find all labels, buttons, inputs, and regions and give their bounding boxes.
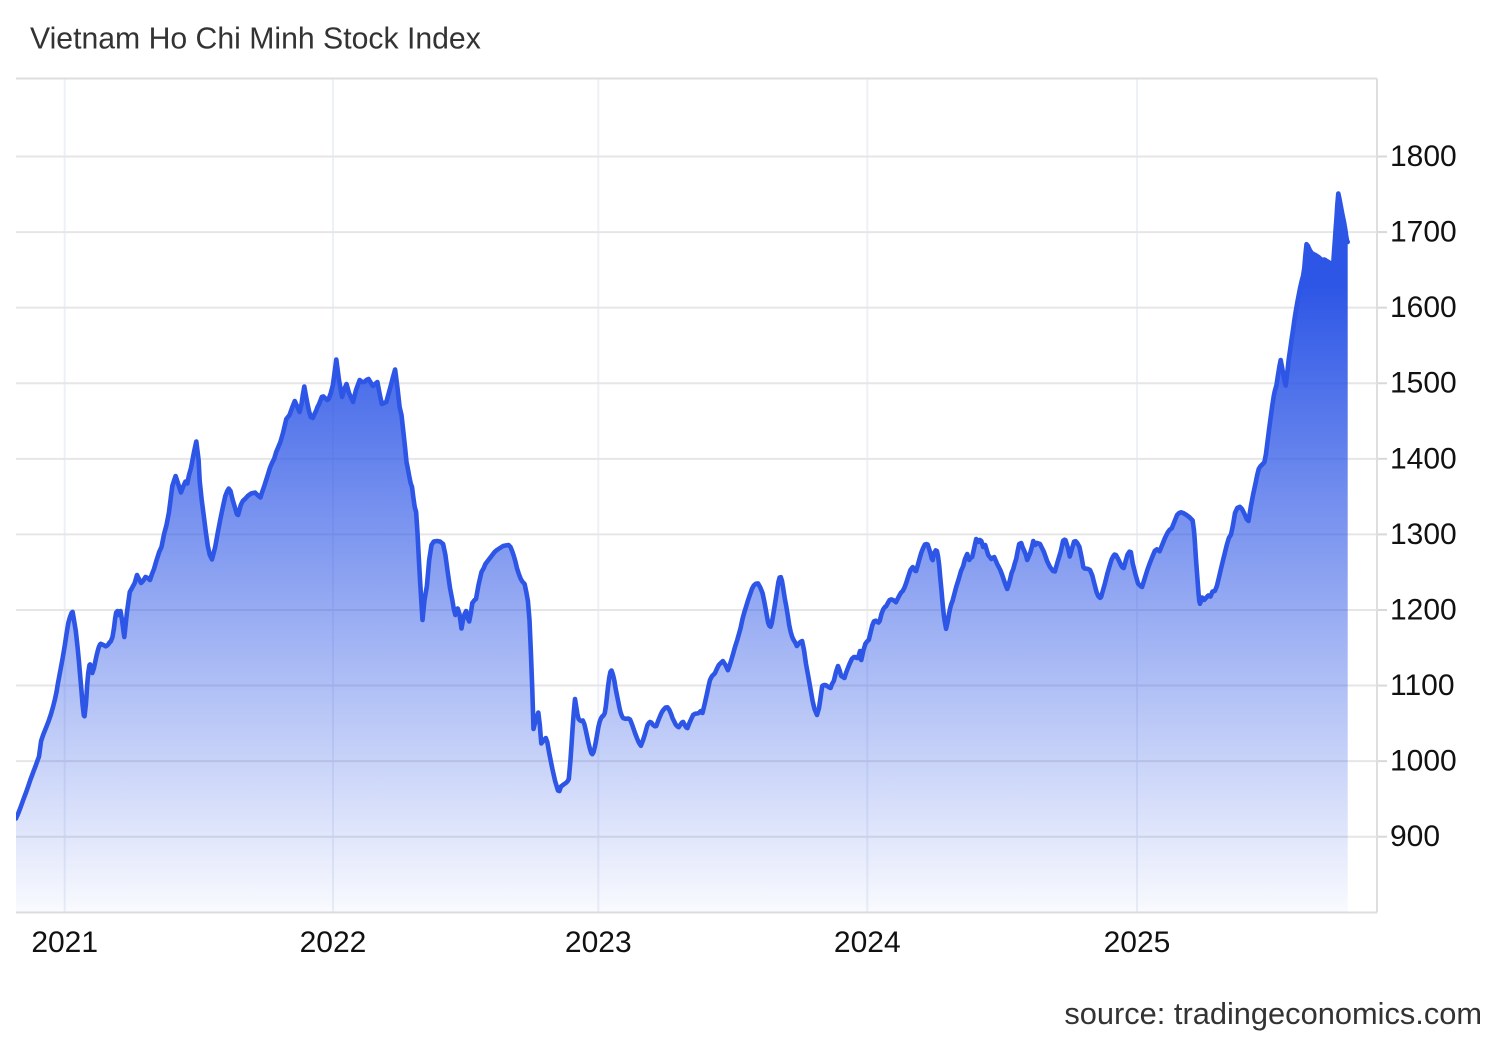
svg-text:1300: 1300 xyxy=(1390,518,1457,551)
svg-text:Vietnam Ho Chi Minh Stock Inde: Vietnam Ho Chi Minh Stock Index xyxy=(30,23,481,56)
svg-text:2025: 2025 xyxy=(1104,926,1171,959)
svg-text:1700: 1700 xyxy=(1390,216,1457,249)
svg-text:900: 900 xyxy=(1390,820,1440,853)
svg-text:1800: 1800 xyxy=(1390,140,1457,173)
svg-text:1500: 1500 xyxy=(1390,367,1457,400)
svg-text:1200: 1200 xyxy=(1390,593,1457,626)
svg-text:source: tradingeconomics.com: source: tradingeconomics.com xyxy=(1064,996,1482,1031)
svg-text:2021: 2021 xyxy=(31,926,98,959)
svg-text:1400: 1400 xyxy=(1390,442,1457,475)
svg-text:2022: 2022 xyxy=(300,926,367,959)
svg-text:1000: 1000 xyxy=(1390,745,1457,778)
svg-text:1600: 1600 xyxy=(1390,291,1457,324)
svg-text:2024: 2024 xyxy=(834,926,901,959)
svg-text:2023: 2023 xyxy=(565,926,632,959)
svg-text:1100: 1100 xyxy=(1390,669,1455,702)
